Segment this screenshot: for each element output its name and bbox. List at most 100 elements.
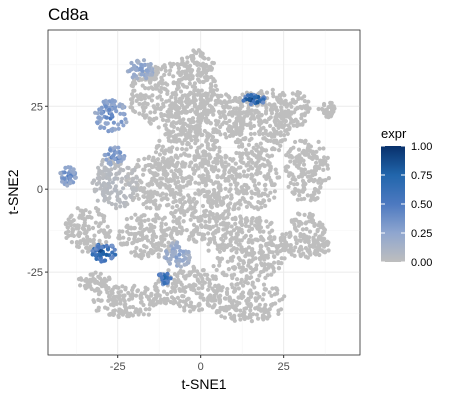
scatter-point — [203, 194, 207, 198]
scatter-point — [272, 235, 276, 239]
scatter-point — [84, 208, 88, 212]
scatter-point — [77, 224, 81, 228]
scatter-point — [121, 296, 125, 300]
scatter-point — [108, 148, 112, 152]
scatter-point — [264, 267, 268, 271]
scatter-point — [176, 107, 180, 111]
y-tick-label: -25 — [27, 267, 43, 279]
scatter-point — [258, 118, 262, 122]
scatter-point — [304, 255, 308, 259]
scatter-point — [213, 231, 217, 235]
scatter-point — [223, 209, 227, 213]
scatter-point — [283, 256, 287, 260]
scatter-point — [125, 314, 129, 318]
scatter-point — [171, 163, 175, 167]
scatter-point — [288, 159, 292, 163]
scatter-point — [197, 286, 201, 290]
scatter-point — [200, 89, 204, 93]
scatter-point — [144, 76, 148, 80]
scatter-point — [249, 271, 253, 275]
scatter-point — [196, 69, 200, 73]
scatter-point — [79, 276, 83, 280]
scatter-point — [182, 219, 186, 223]
scatter-point — [177, 230, 181, 234]
scatter-point — [137, 112, 141, 116]
scatter-point — [250, 152, 254, 156]
scatter-point — [104, 121, 108, 125]
scatter-point — [262, 283, 266, 287]
scatter-point — [281, 125, 285, 129]
scatter-point — [258, 164, 262, 168]
scatter-point — [177, 187, 181, 191]
scatter-point — [144, 93, 148, 97]
scatter-point — [133, 310, 137, 314]
scatter-point — [134, 246, 138, 250]
scatter-point — [233, 222, 237, 226]
scatter-point — [261, 192, 265, 196]
scatter-point — [146, 156, 150, 160]
scatter-point — [136, 158, 140, 162]
scatter-point — [97, 177, 101, 181]
scatter-point — [103, 153, 107, 157]
scatter-point — [86, 215, 90, 219]
scatter-point — [143, 116, 147, 120]
scatter-point — [189, 218, 193, 222]
scatter-point — [237, 145, 241, 149]
scatter-point — [289, 154, 293, 158]
scatter-point — [155, 144, 159, 148]
scatter-point — [238, 133, 242, 137]
scatter-point — [272, 140, 276, 144]
scatter-point — [257, 194, 261, 198]
scatter-point — [182, 213, 186, 217]
scatter-point — [143, 289, 147, 293]
scatter-point — [178, 304, 182, 308]
scatter-point — [256, 317, 260, 321]
scatter-point — [208, 296, 212, 300]
scatter-point — [105, 307, 109, 311]
scatter-point — [154, 150, 158, 154]
scatter-point — [122, 241, 126, 245]
scatter-point — [64, 222, 68, 226]
scatter-point — [193, 228, 197, 232]
scatter-point — [170, 106, 174, 110]
scatter-point — [162, 172, 166, 176]
scatter-point — [262, 148, 266, 152]
scatter-point — [297, 212, 301, 216]
scatter-point — [263, 188, 267, 192]
scatter-point — [190, 58, 194, 62]
scatter-point — [83, 279, 87, 283]
scatter-point — [317, 244, 321, 248]
scatter-point — [176, 84, 180, 88]
scatter-point — [218, 294, 222, 298]
scatter-point — [175, 245, 179, 249]
scatter-point — [104, 234, 108, 238]
scatter-point — [142, 189, 146, 193]
scatter-point — [106, 191, 110, 195]
scatter-point — [164, 256, 168, 260]
scatter-point — [241, 137, 245, 141]
scatter-point — [166, 178, 170, 182]
scatter-point — [274, 249, 278, 253]
scatter-point — [243, 183, 247, 187]
scatter-point — [206, 75, 210, 79]
scatter-point — [215, 128, 219, 132]
scatter-point — [166, 203, 170, 207]
scatter-point — [213, 167, 217, 171]
scatter-point — [202, 188, 206, 192]
scatter-point — [263, 262, 267, 266]
scatter-point — [316, 237, 320, 241]
scatter-point — [224, 227, 228, 231]
scatter-point — [169, 290, 173, 294]
scatter-point — [90, 287, 94, 291]
scatter-point — [154, 116, 158, 120]
scatter-point — [276, 261, 280, 265]
scatter-point — [183, 263, 187, 267]
scatter-point — [199, 74, 203, 78]
scatter-point — [222, 248, 226, 252]
scatter-point — [178, 98, 182, 102]
scatter-point — [214, 84, 218, 88]
scatter-point — [270, 105, 274, 109]
scatter-point — [198, 295, 202, 299]
scatter-point — [279, 100, 283, 104]
scatter-point — [231, 255, 235, 259]
